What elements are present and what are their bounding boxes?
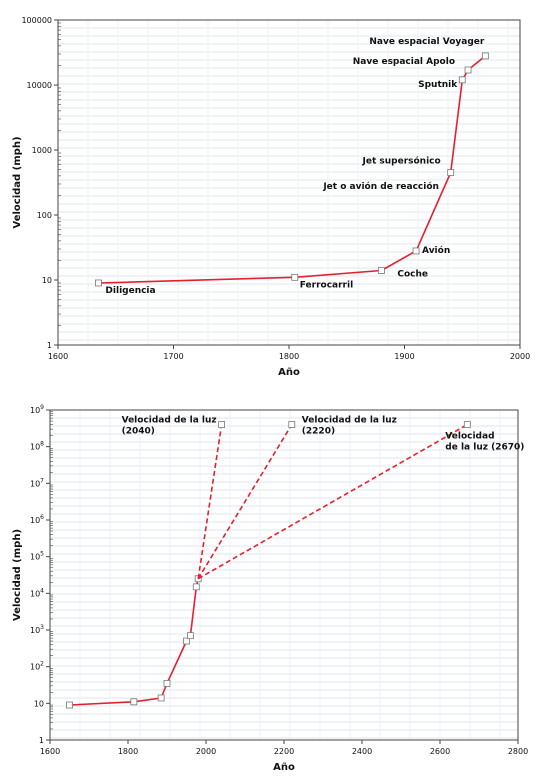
- annotation-label: Coche: [397, 270, 428, 280]
- annotation-label: Diligencia: [105, 286, 155, 296]
- y-tick-label: 105: [30, 551, 44, 562]
- data-point-marker: [288, 421, 296, 428]
- data-point-marker: [183, 637, 190, 645]
- y-tick-label: 102: [30, 661, 44, 672]
- data-point-marker: [481, 52, 489, 60]
- data-point-marker: [66, 701, 73, 709]
- annotation-label: Ferrocarril: [300, 280, 353, 290]
- data-point-marker: [186, 632, 194, 640]
- data-point-marker: [157, 694, 165, 702]
- y-tick-label: 10: [34, 699, 44, 708]
- annotation-label: Jet supersónico: [362, 156, 441, 167]
- y-tick-label: 109: [30, 404, 44, 415]
- x-tick-label: 2000: [196, 747, 216, 756]
- projection-line: [197, 424, 223, 579]
- y-tick-label: 107: [30, 477, 44, 488]
- y-tick-label: 104: [30, 587, 44, 598]
- y-tick-label: 1: [39, 736, 44, 745]
- y-tick-label: 1: [47, 341, 52, 350]
- annotation-label: Nave espacial Voyager: [369, 37, 485, 47]
- x-tick-label: 2200: [274, 747, 294, 756]
- data-point-marker: [95, 279, 102, 287]
- y-axis-label: Velocidad (mph): [12, 136, 23, 228]
- annotation-label: Velocidad de la luz (2040): [122, 416, 217, 437]
- chart-2: 1600 1800 2000 2200 2400 2600 2800 1 10 102 103 104…: [12, 404, 528, 773]
- data-point-marker: [464, 66, 472, 74]
- data-point-marker: [291, 273, 299, 281]
- speed-line: [69, 578, 199, 706]
- y-tick-label: 1000: [32, 146, 52, 155]
- annotation-label: Velocidad de la luz (2670): [445, 432, 524, 453]
- x-tick-label: 1800: [279, 352, 299, 361]
- data-point-marker: [192, 583, 200, 591]
- x-axis-label: Año: [273, 762, 295, 773]
- y-tick-label: 100: [37, 211, 52, 220]
- annotation-label: Nave espacial Apolo: [353, 57, 455, 67]
- y-tick-label: 106: [30, 514, 44, 525]
- x-axis-label: Año: [278, 367, 300, 378]
- annotation-label: Velocidad de la luz (2220): [302, 416, 397, 437]
- x-tick-label: 1600: [48, 352, 68, 361]
- data-point-marker: [130, 698, 138, 706]
- y-tick-label: 10: [42, 276, 52, 285]
- y-axis-label: Velocidad (mph): [12, 529, 23, 621]
- annotation-label: Jet o avión de reacción: [322, 181, 439, 192]
- x-tick-label: 2800: [508, 747, 528, 756]
- x-tick-label: 2600: [430, 747, 450, 756]
- annotation-label: Sputnik: [418, 80, 458, 90]
- y-tick-label: 103: [30, 624, 44, 635]
- x-tick-label: 1700: [163, 352, 183, 361]
- data-point-marker: [447, 169, 455, 176]
- x-tick-label: 1600: [40, 747, 60, 756]
- x-tick-label: 1900: [394, 352, 414, 361]
- data-point-marker: [377, 267, 385, 274]
- data-point-marker: [412, 247, 420, 255]
- y-tick-label: 108: [30, 441, 44, 452]
- chart-1: 1600 1700 1800 1900 2000 1 10 100 1000 10000 10000…: [12, 16, 530, 378]
- data-point-marker: [463, 421, 471, 428]
- y-tick-label: 10000: [27, 81, 52, 90]
- data-point-marker: [163, 679, 171, 687]
- x-tick-label: 2000: [510, 352, 530, 361]
- plot-area: [58, 20, 520, 345]
- data-point-marker: [218, 421, 226, 428]
- projection-line: [197, 424, 293, 580]
- y-tick-label: 100000: [21, 16, 52, 25]
- projection-line: [197, 423, 468, 580]
- x-tick-label: 1800: [118, 747, 138, 756]
- annotation-label: Avión: [422, 245, 450, 256]
- x-tick-label: 2400: [352, 747, 372, 756]
- data-point-marker: [458, 76, 466, 84]
